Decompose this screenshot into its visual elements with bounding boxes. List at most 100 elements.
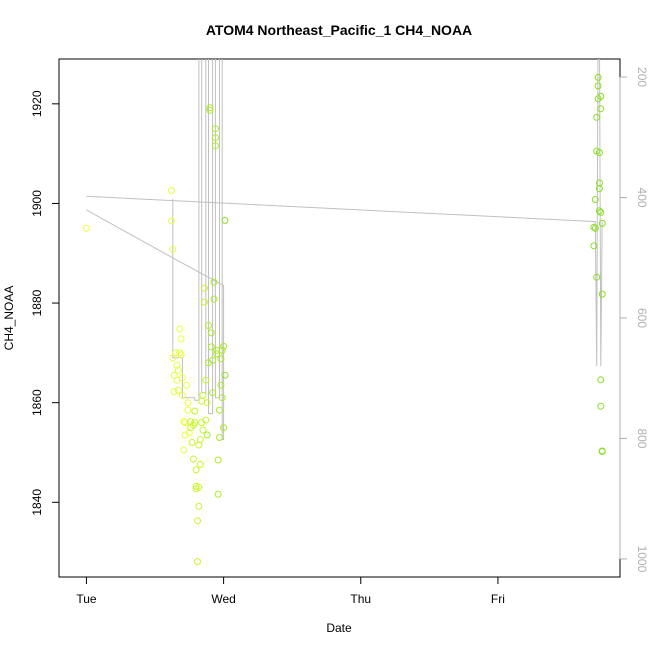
y-right-tick-label: 1000 (635, 546, 649, 573)
data-point (206, 106, 214, 114)
data-point (591, 196, 599, 203)
y-tick-label: 1920 (30, 90, 44, 117)
data-point (189, 455, 197, 463)
y-axis: 1840 1860 1880 1900 1920 (30, 90, 60, 516)
y-right-tick-label: 800 (635, 428, 649, 448)
data-point (217, 355, 225, 363)
data-point (210, 278, 218, 286)
data-point (196, 436, 204, 443)
data-point (220, 424, 228, 432)
data-point (213, 350, 221, 358)
data-point (211, 134, 219, 142)
data-point (595, 149, 603, 157)
data-point (203, 431, 211, 439)
data-point (207, 329, 215, 337)
data-point (221, 216, 229, 224)
x-axis: Tue Wed Thu Fri (76, 576, 505, 606)
data-point (168, 187, 175, 194)
data-point (183, 381, 191, 389)
data-point (209, 389, 217, 397)
data-point (216, 434, 223, 441)
data-point (593, 273, 601, 281)
y-axis-right: 200 400 600 800 1000 (619, 67, 649, 573)
plot-frame (58, 58, 621, 578)
data-point (173, 361, 181, 369)
data-point (597, 376, 605, 384)
data-point (598, 219, 606, 227)
y-tick-label: 1840 (30, 489, 44, 516)
data-point (195, 483, 203, 491)
data-point (206, 104, 214, 112)
x-axis-label: Date (326, 621, 352, 635)
data-point (202, 376, 210, 384)
data-point (177, 351, 185, 359)
data-point (214, 456, 222, 464)
data-point (210, 295, 218, 303)
line-layer (86, 59, 603, 440)
data-point (180, 418, 188, 426)
data-point (176, 325, 184, 333)
y-tick-label: 1880 (30, 289, 44, 316)
data-point (188, 439, 196, 446)
data-point (170, 388, 178, 396)
data-point (199, 426, 207, 434)
data-point (595, 185, 603, 192)
data-point (597, 92, 605, 100)
data-point (191, 419, 199, 427)
data-point (174, 386, 182, 394)
trace-line-right (86, 59, 603, 367)
data-point (202, 416, 210, 424)
data-point (597, 402, 605, 410)
data-point (203, 399, 211, 407)
data-point (598, 290, 606, 298)
data-point (593, 113, 601, 121)
data-point (184, 399, 192, 407)
x-tick-label: Fri (491, 592, 505, 606)
data-point (209, 356, 217, 364)
data-point (184, 406, 192, 414)
data-point (597, 208, 605, 216)
data-point (221, 371, 229, 379)
data-point (194, 558, 201, 566)
data-point (199, 391, 207, 399)
data-point (191, 407, 199, 415)
data-point (200, 298, 208, 306)
y-right-tick-label: 200 (635, 67, 649, 87)
chart-title: ATOM4 Northeast_Pacific_1 CH4_NOAA (206, 22, 472, 38)
data-point (194, 517, 201, 525)
data-point (217, 381, 225, 389)
data-point (82, 224, 90, 232)
data-point (205, 322, 212, 329)
data-point (595, 207, 603, 215)
data-point (180, 446, 188, 454)
data-point (598, 448, 606, 455)
y-axis-label: CH4_NOAA (2, 286, 16, 351)
data-point (200, 284, 208, 292)
data-point (594, 82, 602, 90)
data-point (211, 142, 219, 150)
data-point (168, 217, 175, 225)
data-point (594, 73, 602, 81)
data-point (185, 429, 193, 437)
data-point (195, 502, 203, 510)
data-point (590, 242, 598, 250)
data-point (597, 105, 605, 113)
data-point (178, 391, 186, 399)
x-tick-label: Thu (350, 592, 371, 606)
data-point (218, 346, 226, 354)
data-point (169, 245, 177, 253)
data-point (590, 223, 598, 231)
y-right-tick-label: 600 (635, 308, 649, 328)
data-point (220, 342, 228, 350)
data-point (192, 466, 200, 474)
y-right-tick-label: 400 (635, 188, 649, 208)
data-point (207, 343, 215, 351)
data-point (218, 394, 226, 402)
data-point (216, 406, 223, 414)
points-layer (82, 73, 606, 566)
x-tick-label: Tue (76, 592, 97, 606)
data-point (176, 349, 184, 357)
y-tick-label: 1860 (30, 389, 44, 416)
data-point (214, 490, 222, 498)
